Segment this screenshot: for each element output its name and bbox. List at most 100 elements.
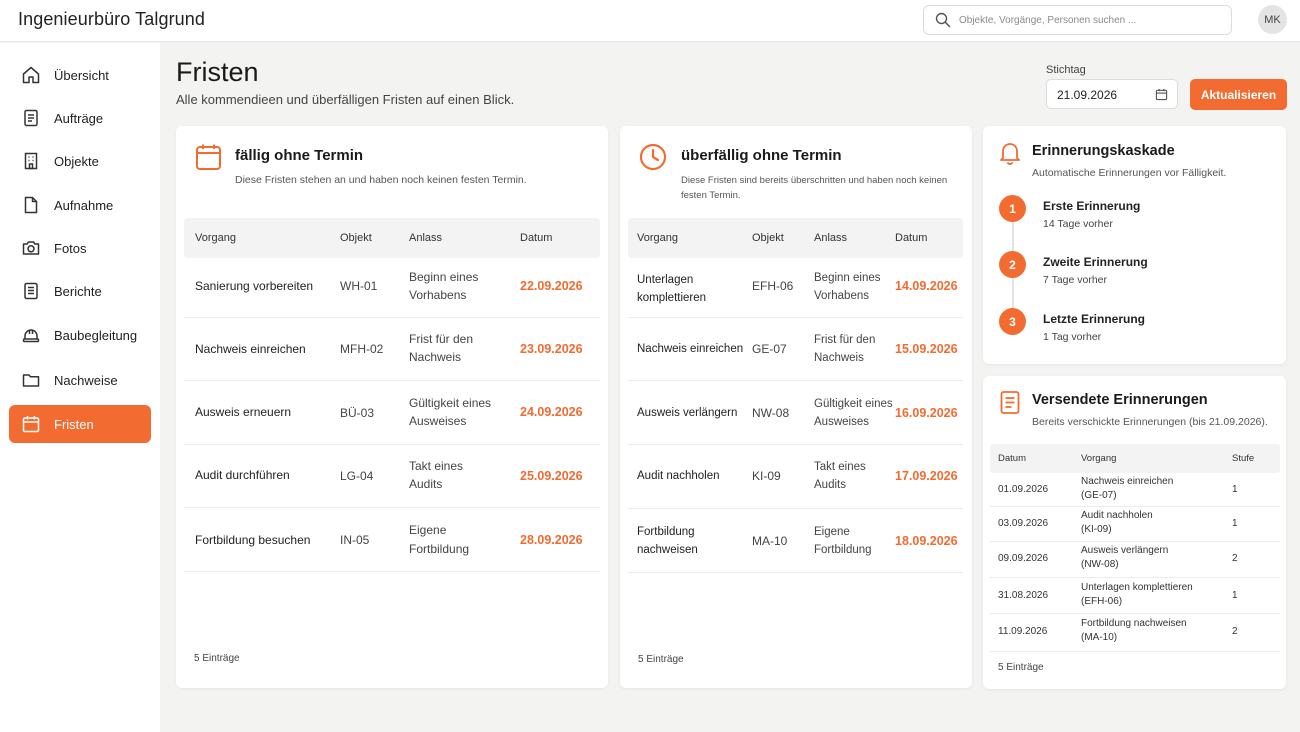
column-header: Anlass [409,232,443,244]
objekt-cell: MFH-02 [340,342,384,356]
column-header: Vorgang [1081,453,1117,464]
vorgang-cell: Nachweis einreichen [1081,476,1174,487]
stufe-cell: 2 [1232,626,1238,637]
entry-count: 5 Einträge [194,653,240,664]
anlass-cell: Gültigkeit eines [409,396,492,410]
due-card-title: fällig ohne Termin [235,147,364,164]
table-row[interactable]: 09.09.2026 Ausweis verlängern (NW-08) 2 [990,542,1280,578]
sidebar-item-label: Fotos [54,240,87,256]
stichtag-date-field[interactable]: 21.09.2026 [1046,79,1178,109]
sent-table-header: Datum Vorgang Stufe [990,444,1280,473]
anlass-cell: Eigene [814,526,850,538]
sidebar-item-berichte[interactable]: Berichte [9,272,151,310]
anlass-cell: Beginn eines [814,272,881,284]
vorgang-cell: Audit durchführen [195,468,290,482]
anlass-cell: Gültigkeit eines [814,398,893,410]
overdue-card-description: festen Termin. [681,190,741,201]
step-badge: 1 [999,195,1026,222]
table-row[interactable]: Unterlagen komplettieren EFH-06 Beginn e… [628,258,963,318]
step-subtitle: 1 Tag vorher [1043,331,1102,343]
sidebar-item-label: Übersicht [54,67,109,83]
objekt-cell: MA-10 [752,534,788,548]
sidebar-item-uebersicht[interactable]: Übersicht [9,56,151,94]
table-row[interactable]: 31.08.2026 Unterlagen komplettieren (EFH… [990,578,1280,614]
vorgang-cell: Nachweis einreichen [637,343,744,355]
vorgang-cell: Audit nachholen [1081,510,1153,521]
anlass-cell: Audits [409,477,443,491]
anlass-cell: Vorhabens [814,290,869,302]
sidebar-item-fristen[interactable]: Fristen [9,405,151,443]
sidebar-item-label: Berichte [54,283,102,299]
entry-count: 5 Einträge [638,654,684,665]
sidebar-item-nachweise[interactable]: Nachweise [9,361,151,399]
table-row[interactable]: Fortbildung nachweisen MA-10 Eigene Fort… [628,509,963,573]
camera-icon [20,237,42,259]
search-input[interactable] [959,10,1224,30]
table-row[interactable]: Nachweis einreichen MFH-02 Frist für den… [184,318,600,381]
report-icon [20,280,42,302]
vorgang-cell: (NW-08) [1081,559,1119,570]
stufe-cell: 2 [1232,553,1238,564]
building-icon [20,150,42,172]
column-header: Objekt [340,232,372,244]
entry-count: 5 Einträge [998,662,1044,673]
table-row[interactable]: Sanierung vorbereiten WH-01 Beginn eines… [184,258,600,318]
vorgang-cell: Fortbildung [637,526,695,538]
sidebar: Übersicht Aufträge Objekte Aufnahme Foto… [0,43,160,732]
overdue-table-header: Vorgang Objekt Anlass Datum [628,218,963,258]
table-row[interactable]: Nachweis einreichen GE-07 Frist für den … [628,318,963,381]
table-row[interactable]: Fortbildung besuchen IN-05 Eigene Fortbi… [184,508,600,572]
column-header: Vorgang [195,232,236,244]
vorgang-cell: Nachweis einreichen [195,342,306,356]
avatar[interactable]: MK [1258,5,1287,34]
document-icon [20,107,42,129]
datum-cell: 17.09.2026 [895,469,958,483]
calendar-icon[interactable] [1155,88,1168,101]
sidebar-item-label: Objekte [54,153,99,169]
table-row[interactable]: Ausweis verlängern NW-08 Gültigkeit eine… [628,381,963,445]
datum-cell: 11.09.2026 [998,626,1048,637]
search-icon [935,12,951,28]
datum-cell: 09.09.2026 [998,553,1049,564]
datum-cell: 22.09.2026 [520,279,583,293]
objekt-cell: GE-07 [752,342,787,356]
anlass-cell: Frist für den [409,332,474,346]
table-row[interactable]: 11.09.2026 Fortbildung nachweisen (MA-10… [990,614,1280,652]
stichtag-value: 21.09.2026 [1057,88,1118,102]
sidebar-item-objekte[interactable]: Objekte [9,142,151,180]
sidebar-item-baubegleitung[interactable]: Baubegleitung [9,316,151,354]
cascade-card [983,126,1286,364]
vorgang-cell: Unterlagen [637,274,694,286]
search-box[interactable] [923,5,1232,35]
table-row[interactable]: Audit durchführen LG-04 Takt eines Audit… [184,445,600,508]
table-row[interactable]: 01.09.2026 Nachweis einreichen (GE-07) 1 [990,473,1280,507]
clock-icon [639,143,667,171]
step-connector [1012,278,1014,308]
folder-icon [20,369,42,391]
top-bar: Ingenieurbüro Talgrund MK [0,0,1300,42]
sidebar-item-fotos[interactable]: Fotos [9,229,151,267]
cascade-card-description: Automatische Erinnerungen vor Fälligkeit… [1032,167,1227,179]
step-title: Zweite Erinnerung [1043,255,1148,269]
cascade-card-title: Erinnerungskaskade [1032,143,1175,159]
sidebar-item-aufnahme[interactable]: Aufnahme [9,186,151,224]
table-row[interactable]: Audit nachholen KI-09 Takt eines Audits … [628,445,963,509]
stufe-cell: 1 [1232,484,1238,495]
vorgang-cell: (GE-07) [1081,490,1117,501]
objekt-cell: IN-05 [340,533,370,547]
anlass-cell: Beginn eines [409,270,479,284]
datum-cell: 16.09.2026 [895,406,958,420]
update-button[interactable]: Aktualisieren [1190,79,1287,110]
sidebar-item-auftraege[interactable]: Aufträge [9,99,151,137]
anlass-cell: Fortbildung [814,544,872,556]
datum-cell: 14.09.2026 [895,279,958,293]
vorgang-cell: nachweisen [637,544,698,556]
table-row[interactable]: 03.09.2026 Audit nachholen (KI-09) 1 [990,507,1280,542]
helmet-icon [20,324,42,346]
table-row[interactable]: Ausweis erneuern BÜ-03 Gültigkeit eines … [184,381,600,445]
vorgang-cell: Ausweis erneuern [195,405,292,419]
calendar-icon [196,144,221,170]
overdue-card-title: überfällig ohne Termin [681,147,842,164]
sidebar-item-label: Fristen [54,416,94,432]
file-icon [20,194,42,216]
